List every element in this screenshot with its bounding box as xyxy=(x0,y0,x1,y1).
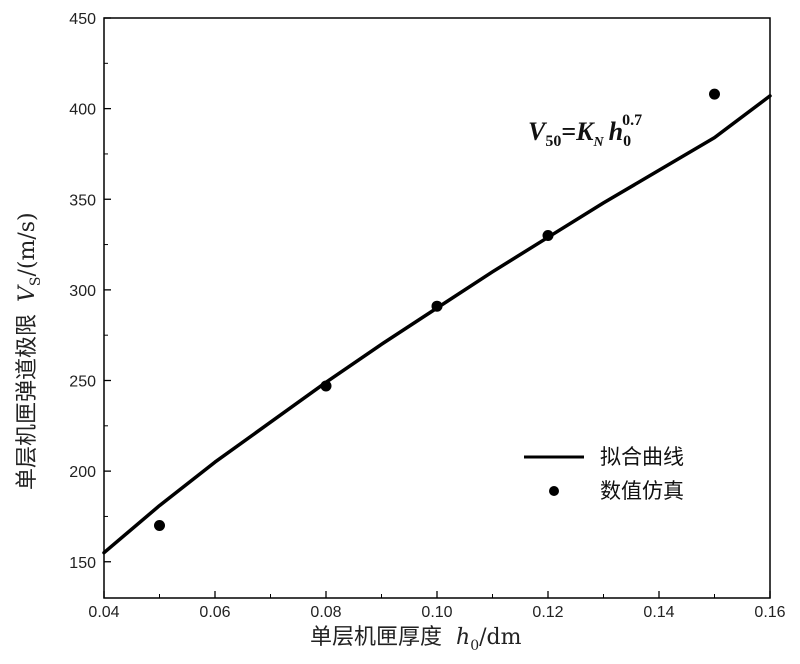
equation-k-subscript: N xyxy=(593,135,605,150)
y-tick-label: 300 xyxy=(69,283,96,300)
legend: 拟合曲线 数值仿真 xyxy=(524,445,684,503)
plot-frame xyxy=(103,17,771,599)
x-tick-label: 0.08 xyxy=(310,604,341,621)
y-axis-title-main: 单层机匣弹道极限 xyxy=(15,314,40,490)
x-axis-title: 单层机匣厚度 h0/dm xyxy=(310,625,522,654)
x-axis-ticks: 0.04 0.06 0.08 0.10 0.12 0.14 0.16 xyxy=(88,591,786,621)
equation-h-subscript: 0 xyxy=(623,133,631,150)
x-axis-title-var: h xyxy=(456,625,470,650)
y-axis-title: 单层机匣弹道极限 VS/(m/s) xyxy=(15,212,44,490)
plot-area xyxy=(102,88,772,555)
equation-k: K xyxy=(575,117,595,146)
equation-h: h xyxy=(609,117,623,146)
x-tick-label: 0.16 xyxy=(754,604,785,621)
simulation-point xyxy=(709,88,720,100)
simulation-point xyxy=(431,300,443,312)
x-tick-label: 0.06 xyxy=(199,604,230,621)
y-tick-label: 200 xyxy=(69,464,96,481)
x-axis-title-main: 单层机匣厚度 xyxy=(310,625,442,650)
equation-v: V xyxy=(528,117,548,146)
legend-marker-swatch xyxy=(549,486,559,496)
legend-label-sim: 数值仿真 xyxy=(600,479,684,503)
y-axis-title-sub: S xyxy=(28,277,44,287)
legend-label-fit: 拟合曲线 xyxy=(600,445,684,469)
x-tick-label: 0.12 xyxy=(532,604,563,621)
y-axis-title-var: V xyxy=(15,284,40,302)
y-tick-label: 450 xyxy=(69,11,96,28)
x-axis-title-sub: 0 xyxy=(470,638,479,654)
y-tick-label: 150 xyxy=(69,555,96,572)
equation-annotation: V50=KN h0 0.7 xyxy=(528,112,642,150)
equation-v-subscript: 50 xyxy=(545,133,561,150)
simulation-point xyxy=(542,230,554,241)
y-tick-label: 400 xyxy=(69,102,96,119)
equation-equals: = xyxy=(561,117,576,146)
y-tick-label: 350 xyxy=(69,192,96,209)
x-axis-title-unit: /dm xyxy=(479,625,521,650)
equation-exponent: 0.7 xyxy=(622,112,642,129)
x-tick-label: 0.14 xyxy=(643,604,674,621)
simulation-point xyxy=(154,520,165,531)
y-tick-label: 250 xyxy=(69,374,96,391)
simulation-point xyxy=(320,380,332,392)
x-tick-label: 0.04 xyxy=(88,604,119,621)
y-axis-title-unit: /(m/s) xyxy=(15,212,40,276)
x-tick-label: 0.10 xyxy=(421,604,452,621)
